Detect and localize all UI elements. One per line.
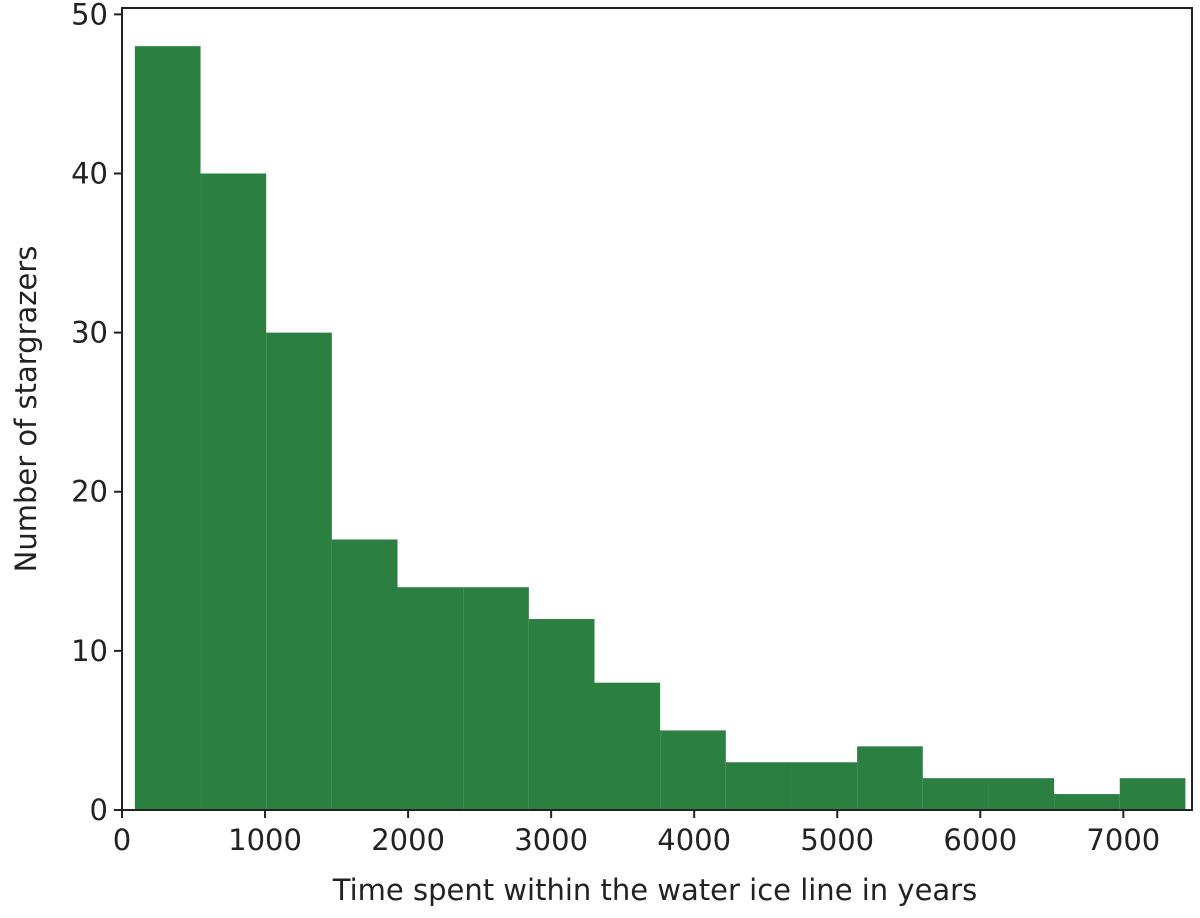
bar — [988, 778, 1055, 810]
x-axis-label: Time spent within the water ice line in … — [332, 873, 977, 907]
bar — [857, 746, 923, 810]
y-tick-label: 0 — [90, 793, 108, 827]
x-tick-label: 7000 — [1086, 823, 1160, 857]
bar — [397, 587, 464, 810]
bar — [134, 46, 201, 810]
y-tick-label: 50 — [71, 0, 108, 31]
bar — [528, 619, 595, 810]
y-tick-label: 30 — [71, 316, 108, 350]
bar — [266, 332, 332, 810]
y-tick-label: 40 — [71, 156, 108, 190]
bar — [331, 539, 398, 810]
bar — [463, 587, 529, 810]
bar — [922, 778, 989, 810]
bar — [725, 762, 792, 810]
axes-frame — [121, 7, 1193, 811]
y-tick-label: 10 — [71, 634, 108, 668]
y-tick-label: 20 — [71, 475, 108, 509]
bar — [594, 682, 661, 810]
bar — [1119, 778, 1186, 810]
bar — [660, 730, 726, 810]
x-tick-label: 4000 — [657, 823, 731, 857]
x-tick-label: 6000 — [943, 823, 1017, 857]
x-tick-label: 2000 — [371, 823, 445, 857]
x-tick-label: 1000 — [228, 823, 302, 857]
x-tick-label: 3000 — [514, 823, 588, 857]
bar — [1054, 794, 1120, 810]
x-tick-label: 5000 — [800, 823, 874, 857]
y-axis-label: Number of stargrazers — [9, 246, 43, 573]
bar — [200, 173, 267, 810]
bar — [791, 762, 858, 810]
x-tick-label: 0 — [113, 823, 131, 857]
